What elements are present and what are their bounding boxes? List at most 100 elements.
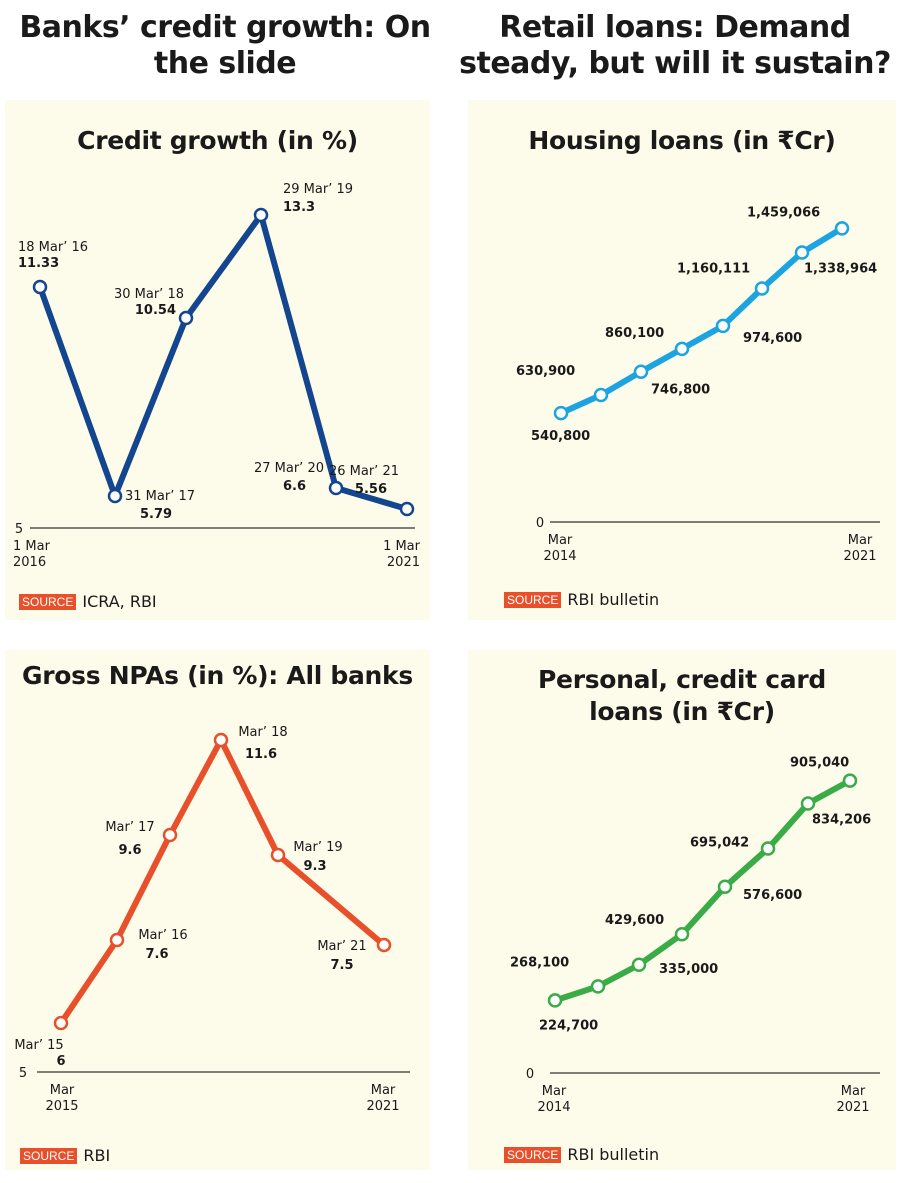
data-point-marker (674, 926, 690, 942)
data-point-date-label: Mar’ 18 (238, 725, 287, 740)
data-point-marker (717, 879, 733, 895)
data-point-date-label: Mar’ 15 (14, 1038, 63, 1053)
data-point-marker (178, 310, 194, 326)
data-point-marker (674, 341, 690, 357)
data-point-marker (800, 796, 816, 811)
data-point-value-label: 6.6 (283, 479, 306, 494)
data-point-marker (593, 387, 609, 403)
data-point-marker (53, 1015, 69, 1031)
data-point-value-label: 224,700 (539, 1018, 598, 1033)
data-point-value-label: 7.6 (145, 947, 168, 962)
x-end-label-year: 2021 (843, 549, 876, 564)
x-end-label-year: 2021 (836, 1100, 869, 1115)
data-point-marker (547, 993, 563, 1008)
source-text: RBI bulletin (567, 1145, 660, 1164)
chart-title-personal: Personal, credit card loans (in ₹Cr) (538, 665, 826, 726)
data-point-date-label: 29 Mar’ 19 (283, 182, 353, 197)
data-point-marker (842, 773, 858, 788)
data-point-marker (715, 318, 731, 334)
data-point-marker (760, 841, 776, 856)
data-point-value-label: 9.3 (303, 859, 326, 874)
data-point-value-label: 746,800 (651, 383, 710, 398)
data-point-marker (631, 957, 647, 973)
series-line (558, 225, 845, 417)
series-line (552, 777, 853, 1004)
data-point-value-label: 335,000 (659, 962, 718, 977)
source-tag: SOURCE (504, 591, 562, 608)
data-point-value-label: 5.56 (355, 482, 387, 497)
headline-right: Retail loans: Demand steady, but will it… (459, 10, 891, 81)
data-point-date-label: Mar’ 16 (138, 928, 187, 943)
x-start-label-month: Mar (542, 1084, 567, 1099)
source-text: RBI (83, 1146, 111, 1165)
data-point-value-label: 429,600 (605, 913, 664, 928)
data-point-date-label: 31 Mar’ 17 (125, 489, 195, 504)
data-point-marker (834, 221, 850, 236)
source-text: ICRA, RBI (82, 592, 157, 611)
data-point-value-label: 860,100 (605, 326, 664, 341)
data-point-value-label: 1,338,964 (804, 262, 877, 277)
x-start-label-year: 2015 (45, 1099, 78, 1114)
data-point-marker (376, 937, 392, 953)
x-start-label-year: 2014 (537, 1100, 570, 1115)
series-line (58, 737, 387, 1026)
data-point-date-label: 30 Mar’ 18 (114, 287, 184, 302)
y-baseline-label: 0 (536, 516, 544, 531)
data-point-date-label: 26 Mar’ 21 (329, 464, 399, 479)
data-point-value-label: 1,160,111 (677, 262, 750, 277)
data-point-date-label: Mar’ 21 (317, 939, 366, 954)
data-point-value-label: 905,040 (790, 756, 849, 771)
chart-housing-loans: 0Mar2014Mar2021540,800630,900746,800860,… (516, 205, 880, 564)
x-start-label-year: 2016 (13, 555, 46, 570)
source-tag: SOURCE (20, 1147, 78, 1164)
source-npa: SOURCE RBI (20, 1146, 110, 1165)
chart-title-housing: Housing loans (in ₹Cr) (528, 126, 836, 155)
chart-title-credit: Credit growth (in %) (77, 126, 358, 155)
data-point-value-label: 834,206 (812, 813, 871, 828)
data-point-marker (794, 245, 810, 260)
y-baseline-label: 0 (526, 1067, 534, 1082)
source-personal: SOURCE RBI bulletin (504, 1145, 659, 1164)
panel-gross-npa: Gross NPAs (in %): All banks 5 Mar 2015 Mar… (5, 650, 430, 1170)
data-point-marker (328, 480, 344, 496)
series-line (37, 212, 410, 512)
data-point-date-label: 18 Mar’ 16 (18, 240, 88, 255)
data-point-marker (162, 827, 178, 843)
data-point-value-label: 974,600 (743, 331, 802, 346)
y-baseline-label: 5 (15, 522, 23, 537)
data-point-date-label: Mar’ 19 (293, 840, 342, 855)
x-start-label-year: 2014 (543, 549, 576, 564)
chart-title-npa: Gross NPAs (in %): All banks (22, 661, 413, 690)
data-point-marker (754, 281, 770, 296)
data-point-marker (399, 501, 415, 517)
panel-personal-loans: Personal, credit card loans (in ₹Cr) 0 Ma… (468, 650, 896, 1170)
y-baseline-label: 5 (19, 1066, 27, 1081)
x-end-label-year: 2021 (366, 1099, 399, 1114)
data-point-marker (32, 279, 48, 295)
data-point-value-label: 1,459,066 (747, 205, 820, 220)
data-point-marker (633, 364, 649, 379)
data-point-value-label: 11.6 (245, 747, 277, 762)
data-point-value-label: 695,042 (690, 836, 749, 851)
x-start-label-month: Mar (548, 533, 573, 548)
data-point-date-label: 27 Mar’ 20 (254, 461, 324, 476)
source-tag: SOURCE (504, 1146, 562, 1163)
data-point-value-label: 11.33 (18, 256, 59, 271)
panel-housing-loans: Housing loans (in ₹Cr) 0 Mar 2014 Mar 2021 54… (468, 100, 896, 620)
data-point-value-label: 630,900 (516, 364, 575, 379)
x-end-label-year: 2021 (387, 555, 420, 570)
source-text: RBI bulletin (567, 590, 660, 609)
x-end-label-month: Mar (841, 1084, 866, 1099)
data-point-value-label: 9.6 (118, 843, 141, 858)
source-tag: SOURCE (19, 593, 77, 610)
data-point-value-label: 7.5 (330, 958, 353, 973)
data-point-value-label: 576,600 (743, 888, 802, 903)
data-point-marker (590, 979, 606, 994)
x-end-label-month: Mar (848, 533, 873, 548)
x-end-label-month: 1 Mar (383, 539, 421, 554)
data-point-value-label: 10.54 (135, 303, 176, 318)
data-point-date-label: Mar’ 17 (105, 820, 154, 835)
